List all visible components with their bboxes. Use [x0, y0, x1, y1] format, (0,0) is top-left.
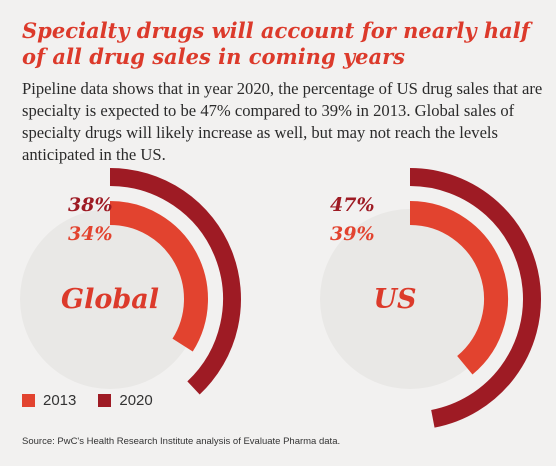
- value-label-us-2020: 47%: [330, 194, 375, 216]
- arc-global-2013: [109, 201, 208, 352]
- legend: 2013 2020: [22, 392, 175, 409]
- background-disc-us: [320, 209, 500, 389]
- value-label-us-2013: 39%: [330, 223, 375, 245]
- arc-global-2020: [109, 168, 241, 395]
- legend-label-2020: 2020: [119, 392, 153, 409]
- radial-chart-global: 34% 38% Global: [20, 168, 241, 395]
- arc-us-2020: [409, 168, 541, 428]
- radial-chart-us: 39% 47% US: [320, 168, 541, 428]
- source-note: Source: PwC's Health Research Institute …: [22, 436, 341, 447]
- arc-us-2013: [409, 201, 508, 375]
- background-disc-global: [20, 209, 200, 389]
- legend-item-2013: 2013: [22, 392, 76, 409]
- legend-swatch-2020: [98, 394, 112, 407]
- region-label-us: US: [373, 284, 416, 315]
- region-label-global: Global: [61, 284, 159, 315]
- legend-label-2013: 2013: [43, 392, 77, 409]
- value-label-global-2013: 34%: [68, 223, 113, 245]
- description-text: Pipeline data shows that in year 2020, t…: [22, 79, 543, 164]
- legend-item-2020: 2020: [98, 392, 153, 409]
- value-label-global-2020: 38%: [68, 194, 113, 216]
- chart-title: Specialty drugs will account for nearly …: [22, 18, 530, 69]
- legend-swatch-2013: [22, 394, 35, 407]
